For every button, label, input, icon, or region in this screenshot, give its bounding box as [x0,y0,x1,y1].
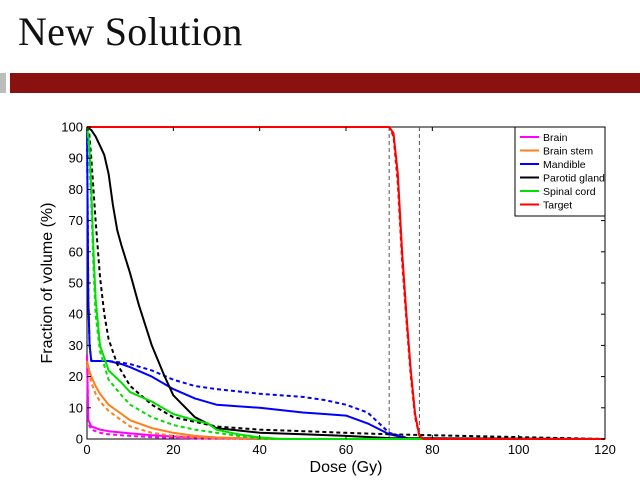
y-tick-label: 40 [69,307,83,322]
y-tick-label: 30 [69,338,83,353]
legend-label: Brain stem [543,146,593,158]
series-line [86,126,606,440]
series-line [86,126,605,440]
x-tick-label: 20 [166,442,180,457]
x-tick-label: 120 [594,442,616,457]
legend-label: Mandible [543,159,586,171]
x-axis-label: Dose (Gy) [310,459,383,476]
series-line [87,126,605,440]
y-axis-label: Fraction of volume (%) [39,203,56,364]
x-tick-label: 0 [83,442,90,457]
series-line [86,126,605,440]
series-line [86,126,605,440]
y-tick-label: 50 [69,276,83,291]
y-tick-label: 80 [69,182,83,197]
legend-label: Target [543,200,572,212]
x-tick-label: 80 [425,442,439,457]
x-tick-label: 40 [252,442,266,457]
y-tick-label: 90 [69,151,83,166]
y-tick-label: 60 [69,244,83,259]
slide-title: New Solution [18,9,243,54]
x-tick-label: 100 [508,442,530,457]
series-line [86,360,605,440]
title-bar-stub [0,73,6,93]
legend-label: Spinal cord [543,186,596,198]
series-layer [86,126,606,440]
y-tick-label: 100 [61,120,83,135]
reference-lines [388,127,420,439]
legend-label: Brain [543,132,568,144]
x-tick-label: 60 [339,442,353,457]
series-line [86,126,606,440]
x-axis-ticks: 0 20 40 60 80 100 120 [83,127,616,457]
legend-box [514,126,606,217]
series-line [86,363,605,440]
y-axis-ticks: 0 10 20 30 40 50 60 70 80 90 100 [61,120,605,447]
title-accent-bar [10,73,640,93]
y-tick-label: 0 [76,432,83,447]
legend-label: Parotid gland [543,173,605,185]
y-tick-label: 20 [69,369,83,384]
y-tick-label: 70 [69,213,83,228]
y-tick-label: 10 [69,400,83,415]
